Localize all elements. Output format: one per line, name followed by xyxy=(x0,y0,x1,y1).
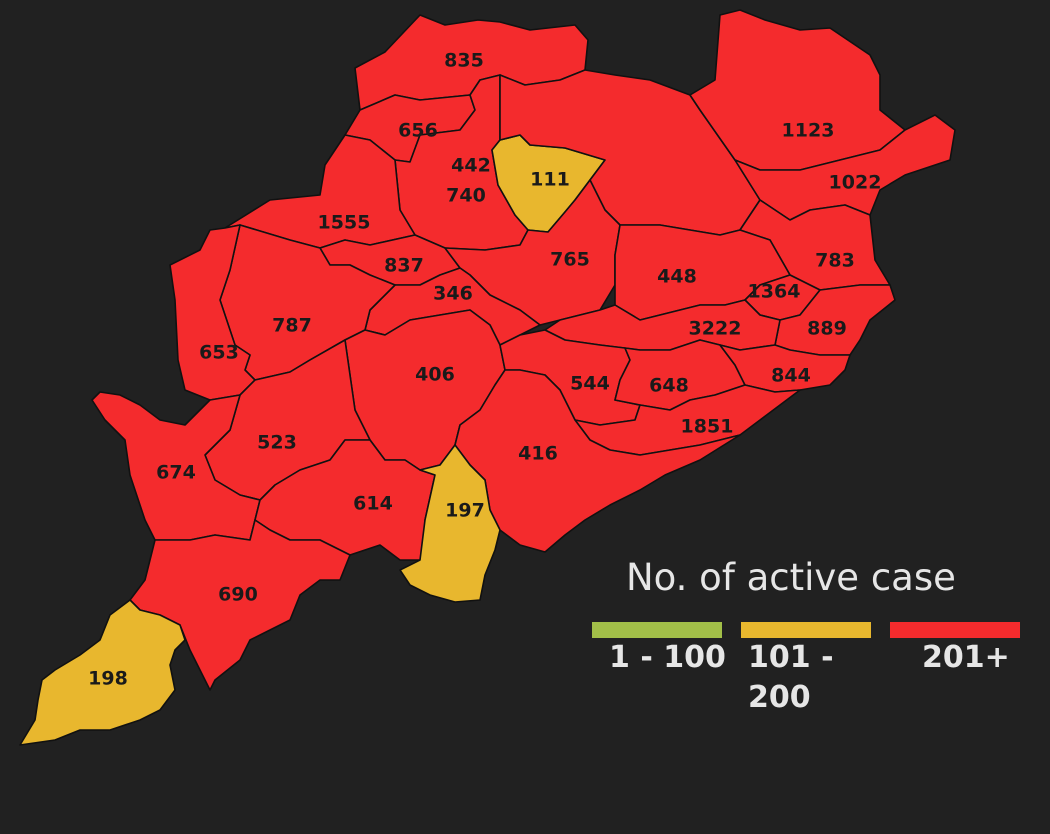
district-label-656: 656 xyxy=(398,120,438,142)
district-label-3222: 3222 xyxy=(689,318,742,340)
district-198[interactable] xyxy=(19,599,186,746)
district-label-197: 197 xyxy=(445,500,485,522)
district-label-448: 448 xyxy=(657,266,697,288)
district-label-765: 765 xyxy=(550,249,590,271)
legend-label-mid: 101 - 200 xyxy=(748,640,834,715)
district-label-889: 889 xyxy=(807,318,847,340)
district-label-648: 648 xyxy=(649,375,689,397)
legend-label-low: 1 - 100 xyxy=(609,640,726,675)
district-layer xyxy=(19,9,956,746)
district-label-406: 406 xyxy=(415,364,455,386)
district-label-442: 442 xyxy=(451,155,491,177)
district-label-111: 111 xyxy=(530,169,570,191)
district-label-787: 787 xyxy=(272,315,312,337)
district-label-416: 416 xyxy=(518,443,558,465)
district-label-835: 835 xyxy=(444,50,484,72)
district-label-346: 346 xyxy=(433,283,473,305)
legend-swatch-high xyxy=(890,622,1020,638)
district-label-740: 740 xyxy=(446,185,486,207)
district-label-1851: 1851 xyxy=(681,416,734,438)
district-label-1364: 1364 xyxy=(748,281,801,303)
district-label-198: 198 xyxy=(88,668,128,690)
district-label-844: 844 xyxy=(771,365,811,387)
district-label-layer: 835 656 111 1123 442 1022 740 1555 783 837 765 448 1… xyxy=(88,50,881,690)
legend-swatch-low xyxy=(592,622,722,638)
district-label-653: 653 xyxy=(199,342,239,364)
district-label-837: 837 xyxy=(384,255,424,277)
legend-swatch-mid xyxy=(741,622,871,638)
district-label-1022: 1022 xyxy=(829,172,882,194)
district-label-1555: 1555 xyxy=(318,212,371,234)
district-label-783: 783 xyxy=(815,250,855,272)
legend-title: No. of active case xyxy=(626,556,956,599)
district-label-1123: 1123 xyxy=(782,120,835,142)
district-label-674: 674 xyxy=(156,462,196,484)
legend-label-high: 201+ xyxy=(922,640,1010,675)
district-label-544: 544 xyxy=(570,373,610,395)
district-label-614: 614 xyxy=(353,493,393,515)
district-197[interactable] xyxy=(399,444,501,603)
district-label-523: 523 xyxy=(257,432,297,454)
district-label-690: 690 xyxy=(218,584,258,606)
